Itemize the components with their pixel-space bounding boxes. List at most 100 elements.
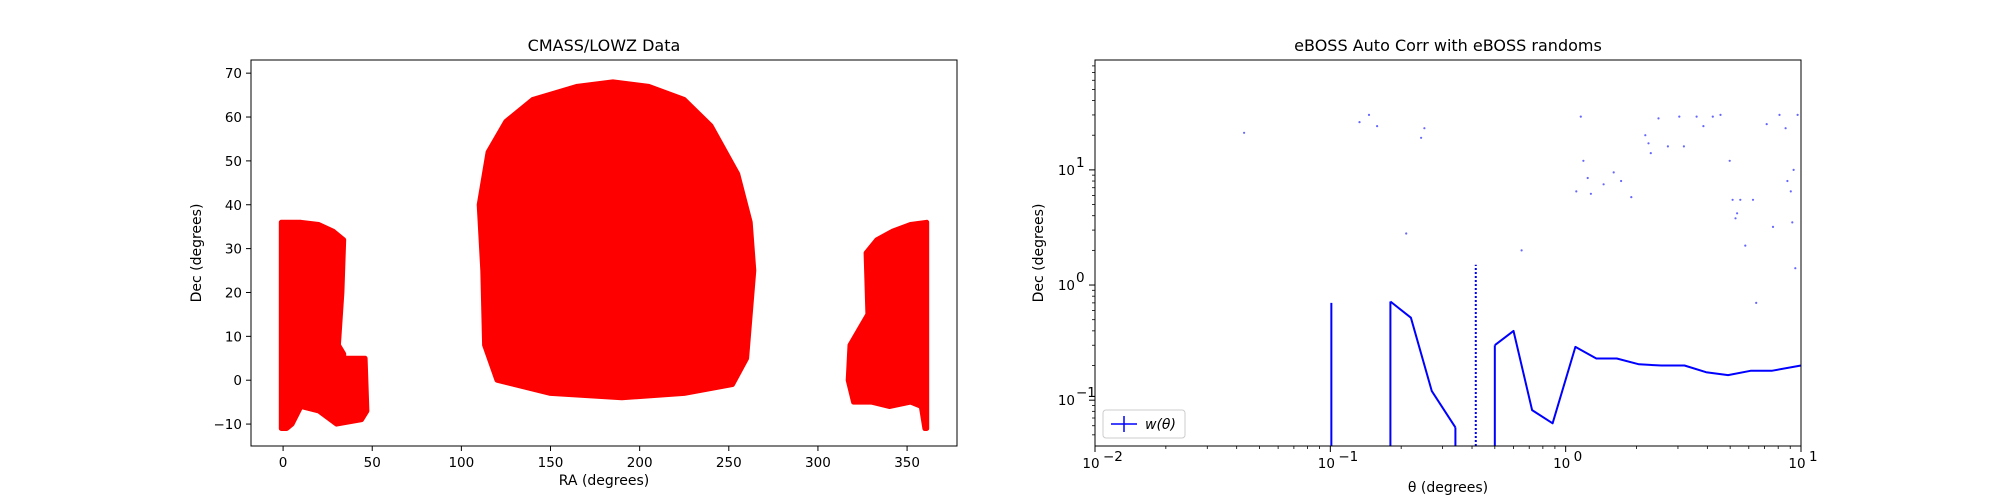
y-axis-label: Dec (degrees)	[1031, 204, 1047, 303]
x-axis-label: RA (degrees)	[559, 473, 649, 489]
scatter-point	[1420, 136, 1423, 139]
scatter-point	[1711, 115, 1714, 118]
x-ticks: 0 50 100 150 200 250 300 350	[279, 446, 920, 471]
scatter-point	[1376, 125, 1379, 128]
y-ticks: −10 0 10 20 30 40 50 60 70	[214, 66, 251, 433]
scatter-point	[1405, 232, 1408, 235]
x-tick-label: 300	[805, 455, 831, 471]
x-tick-label: 10	[1788, 456, 1805, 472]
x-tick-exponent: 1	[1809, 449, 1818, 465]
y-tick-label: 70	[225, 66, 242, 82]
legend: w(θ)	[1102, 409, 1186, 439]
y-axis-label: Dec (degrees)	[189, 204, 205, 303]
y-tick-exponent: −1	[1076, 385, 1096, 401]
scatter-point	[1771, 225, 1775, 228]
y-tick-label: 10	[1058, 278, 1075, 294]
plot-frame	[250, 59, 958, 447]
scatter-point	[1744, 244, 1747, 247]
scatter-point	[1794, 267, 1797, 270]
scatter-point	[1367, 113, 1371, 116]
chart-title: eBOSS Auto Corr with eBOSS randoms	[1294, 36, 1602, 55]
scatter-point	[1579, 115, 1582, 118]
scatter-point	[1589, 192, 1592, 195]
scatter-point	[1719, 113, 1722, 116]
y-tick-label: 0	[233, 373, 242, 389]
footprint-region-south-left	[278, 219, 370, 431]
y-tick-label: −10	[214, 417, 243, 433]
scatter-point	[1789, 190, 1792, 193]
x-ticks: 10 −2 10 −1 10 0 10 1	[1082, 446, 1818, 472]
legend-label: w(θ)	[1145, 417, 1176, 433]
scatter-point	[1739, 198, 1742, 201]
scatter-point	[1678, 115, 1681, 118]
scatter-point	[1423, 127, 1426, 130]
scatter-point	[1792, 168, 1795, 171]
scatter-point	[1784, 127, 1787, 130]
scatter-point	[1644, 134, 1647, 137]
footprint-region-south-right	[845, 219, 930, 431]
y-tick-label: 60	[225, 110, 242, 126]
x-tick-label: 350	[894, 455, 920, 471]
series-line	[1389, 300, 1457, 428]
x-tick-label: 0	[279, 455, 288, 471]
scatter-point	[1734, 217, 1737, 220]
y-tick-label: 10	[1058, 393, 1075, 409]
scatter-point	[1520, 249, 1523, 252]
x-tick-label: 150	[538, 455, 564, 471]
y-tick-label: 20	[225, 285, 242, 301]
y-tick-exponent: 0	[1076, 270, 1085, 286]
scatter-point	[1765, 123, 1768, 126]
scatter-point	[1649, 152, 1652, 155]
x-tick-label: 10	[1318, 456, 1335, 472]
scatter-point	[1695, 115, 1698, 118]
scatter-point	[1630, 196, 1633, 199]
chart-cmass-lowz: 0 50 100 150 200 250 300 350 −10 0 10 20 30 40 50 60 70…	[189, 36, 958, 489]
scatter-point	[1778, 113, 1781, 116]
scatter-point	[1586, 176, 1589, 180]
chart-title: CMASS/LOWZ Data	[528, 36, 681, 55]
x-tick-exponent: 0	[1574, 449, 1583, 465]
scatter-point	[1647, 142, 1650, 145]
scatter-point	[1243, 131, 1246, 134]
scatter-point	[1612, 171, 1615, 174]
y-tick-label: 10	[1058, 163, 1075, 179]
x-tick-label: 50	[364, 455, 381, 471]
x-tick-exponent: −1	[1338, 449, 1358, 465]
x-tick-label: 250	[716, 455, 742, 471]
scatter-point	[1682, 145, 1685, 148]
y-tick-label: 50	[225, 154, 242, 170]
scatter-point	[1736, 212, 1739, 215]
scatter-point	[1575, 190, 1578, 193]
scatter-point	[1796, 113, 1799, 116]
series-line	[1494, 329, 1802, 425]
scatter-point	[1666, 145, 1669, 148]
y-tick-label: 10	[225, 329, 242, 345]
scatter-point	[1620, 179, 1623, 183]
y-tick-label: 30	[225, 242, 242, 258]
scatter-point	[1702, 125, 1705, 128]
scatter-point	[1358, 121, 1361, 124]
scatter-point	[1728, 159, 1731, 162]
x-tick-label: 10	[1553, 456, 1570, 472]
footprint-region-north-cap	[476, 79, 757, 401]
x-tick-exponent: −2	[1103, 449, 1123, 465]
scatter-point	[1791, 221, 1794, 224]
footprint-layer	[278, 79, 930, 431]
x-tick-label: 100	[448, 455, 474, 471]
data-layer	[1243, 113, 1802, 446]
scatter-point	[1602, 183, 1605, 186]
x-tick-label: 200	[627, 455, 653, 471]
scatter-point	[1731, 198, 1734, 201]
x-axis-label: θ (degrees)	[1408, 480, 1488, 496]
scatter-point	[1657, 117, 1660, 120]
plot-frame	[1094, 59, 1802, 447]
scatter-point	[1582, 159, 1585, 162]
x-tick-label: 10	[1082, 456, 1099, 472]
y-tick-exponent: 1	[1076, 155, 1085, 171]
scatter-point	[1751, 198, 1755, 201]
y-tick-label: 40	[225, 198, 242, 214]
scatter-point	[1786, 179, 1789, 183]
